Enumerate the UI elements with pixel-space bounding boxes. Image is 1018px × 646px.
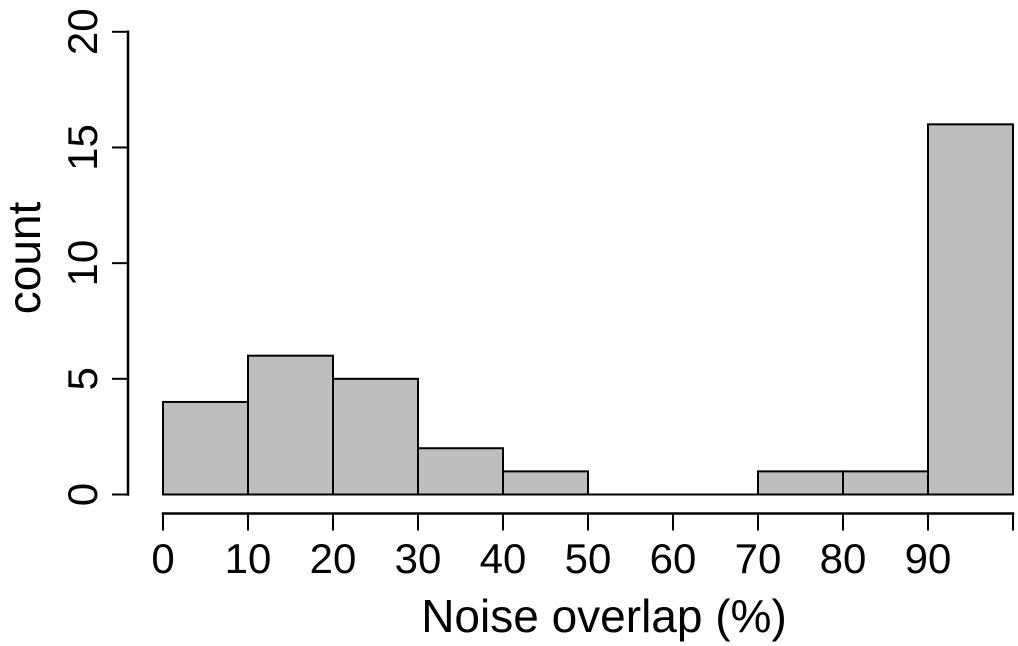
- y-tick-label: 10: [59, 240, 106, 287]
- y-tick-label: 20: [59, 8, 106, 55]
- histogram-bar: [757, 470, 844, 496]
- bars-group: [162, 123, 1014, 496]
- plot-area: 0 10 20 30 40 50 60 70 80 90 0 5 10 15 20 Noise overl…: [0, 8, 1015, 642]
- y-tick-label: 0: [59, 483, 106, 506]
- histogram-bar: [927, 123, 1014, 496]
- histogram-bar: [842, 470, 929, 496]
- x-axis-label: Noise overlap (%): [421, 590, 787, 642]
- y-axis: 0 5 10 15 20: [59, 8, 130, 506]
- y-tick-label: 15: [59, 124, 106, 171]
- histogram-bar: [502, 470, 589, 496]
- histogram-bar: [162, 400, 249, 496]
- x-tick-label: 60: [650, 535, 697, 582]
- x-axis: 0 10 20 30 40 50 60 70 80 90: [151, 512, 1015, 582]
- histogram-bar: [332, 377, 419, 496]
- x-tick-label: 70: [735, 535, 782, 582]
- x-tick-label: 80: [820, 535, 867, 582]
- y-tick-label: 5: [59, 367, 106, 390]
- y-axis-label: count: [0, 202, 50, 315]
- x-tick-label: 20: [310, 535, 357, 582]
- x-tick-label: 30: [395, 535, 442, 582]
- x-tick-label: 0: [151, 535, 174, 582]
- x-tick-label: 90: [905, 535, 952, 582]
- x-tick-label: 50: [565, 535, 612, 582]
- histogram-bar: [417, 447, 504, 496]
- x-tick-label: 10: [225, 535, 272, 582]
- x-tick-label: 40: [480, 535, 527, 582]
- histogram-bar: [247, 354, 334, 496]
